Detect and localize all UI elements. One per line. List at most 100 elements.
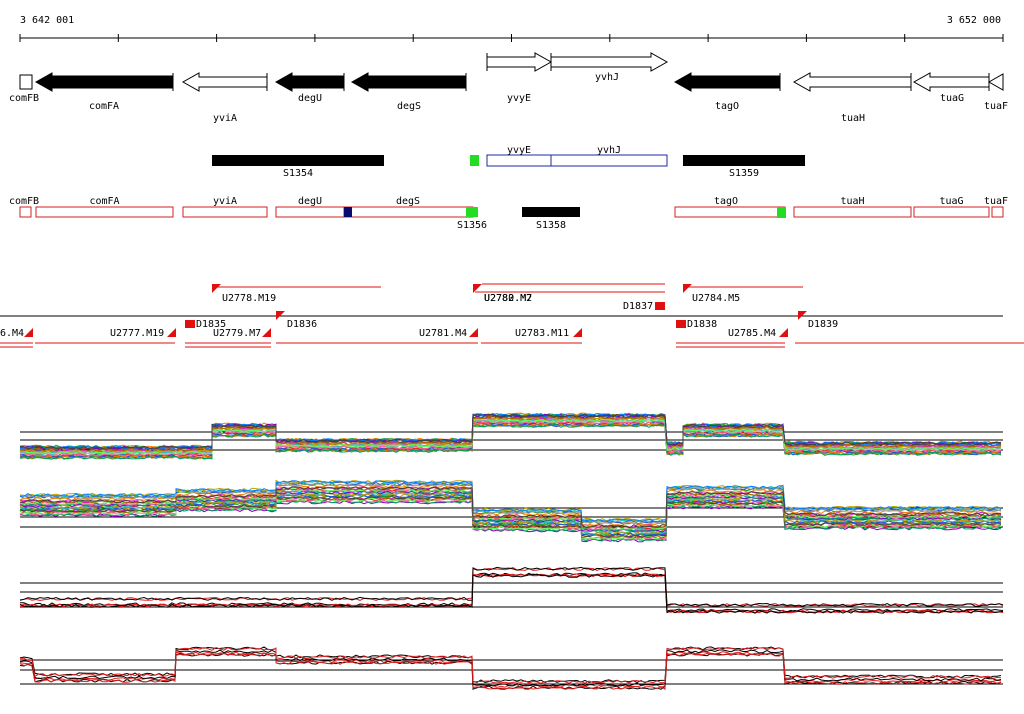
expression-profile-line	[19, 573, 1004, 614]
gene-yvye-arrow	[486, 52, 553, 72]
expression-profile-line	[19, 566, 1004, 607]
segment-track-1: S1354 S1359 yvyE yvhJ	[212, 145, 805, 179]
transcript-end-marker	[212, 284, 221, 293]
transcript-end-marker	[573, 328, 582, 337]
gene-annotation-track: comFB comFA yviA degU degS yvyE yvhJ tagO tuaH tu…	[9, 52, 1008, 124]
transcript-label: U2781.M4	[419, 328, 467, 339]
gene-degu-arrow	[274, 72, 345, 92]
transcript-end-marker	[683, 284, 692, 293]
red-box-label: degU	[298, 196, 322, 207]
transcript-label: 6.M4	[0, 328, 24, 339]
expression-profile-line	[19, 413, 1002, 450]
transcript-label: U2785.M4	[728, 328, 776, 339]
gene-tuag-arrow	[912, 72, 990, 92]
red-box-comfa	[35, 206, 174, 218]
gene-label: degU	[298, 93, 322, 104]
red-box-label: comFB	[9, 196, 39, 207]
segment-label: S1354	[283, 168, 313, 179]
red-box-degu	[275, 206, 345, 218]
expression-profile-line	[19, 651, 1002, 689]
segment-s1356	[466, 207, 478, 217]
red-box-label: tagO	[714, 196, 738, 207]
gene-comfb-shape	[19, 74, 33, 90]
expression-profile-line	[19, 652, 1002, 691]
red-box-comfb	[19, 206, 32, 218]
navy-marker	[344, 207, 352, 217]
gene-label: tuaG	[940, 93, 964, 104]
expression-profile-line	[19, 482, 1002, 525]
coordinate-ruler: 3 642 001 3 652 000	[19, 15, 1004, 42]
ruler-start-label: 3 642 001	[20, 15, 74, 26]
green-marker	[777, 207, 786, 218]
expression-profile-line	[19, 418, 1002, 455]
transcript-label: D1838	[687, 319, 717, 330]
gene-tuah-arrow	[792, 72, 912, 92]
transcript-end-marker	[473, 284, 482, 293]
gene-label: tuaH	[841, 113, 865, 124]
expression-profile-panels	[19, 412, 1004, 691]
expression-profile-line	[19, 646, 1002, 684]
expression-profile-line	[19, 495, 1002, 538]
gene-label: yvhJ	[595, 72, 619, 83]
expression-profile-line	[19, 420, 1002, 457]
expression-profile-line	[19, 484, 1002, 527]
expression-profile-line	[19, 423, 1002, 460]
transcript-end-marker	[779, 328, 788, 337]
red-box-tuah	[793, 206, 912, 218]
red-box-label: tuaF	[984, 196, 1008, 207]
expression-profile-line	[20, 415, 1002, 452]
transcript-label: U2783.M11	[515, 328, 569, 339]
segment-s1354	[212, 155, 384, 166]
expression-profile-line	[19, 573, 1004, 614]
transcript-label: U2784.M5	[692, 293, 740, 304]
ruler-end-label: 3 652 000	[947, 15, 1001, 26]
gene-comfa-arrow	[34, 72, 174, 92]
red-box-degs	[343, 206, 474, 218]
gene-label: tuaF	[984, 101, 1008, 112]
red-box-tuaf	[991, 206, 1004, 218]
deletion-marker	[655, 302, 665, 310]
gene-yvia-arrow	[181, 72, 268, 92]
deletion-marker	[676, 320, 686, 328]
expression-panel-3	[19, 566, 1004, 614]
expression-profile-line	[19, 486, 1002, 529]
gene-label: yvyE	[507, 93, 531, 104]
transcript-end-marker	[469, 328, 478, 337]
blue-box-yvhj	[550, 154, 668, 167]
transcript-label: U2779.M7	[213, 328, 261, 339]
gene-label: tagO	[715, 101, 739, 112]
expression-profile-line	[19, 492, 1002, 534]
expression-profile-line	[19, 480, 1002, 523]
blue-box-label: yvyE	[507, 145, 531, 156]
transcript-label: D1835	[196, 319, 226, 330]
expression-panel-4	[19, 646, 1003, 691]
expression-profile-line	[19, 566, 1004, 607]
gene-label: degS	[397, 101, 421, 112]
transcript-label: D1837	[623, 301, 653, 312]
transcript-label: D1839	[808, 319, 838, 330]
segment-label: S1359	[729, 168, 759, 179]
expression-panel-1	[19, 412, 1003, 460]
gene-label: yviA	[213, 113, 237, 124]
red-box-label: tuaG	[939, 196, 963, 207]
blue-box-yvye	[486, 154, 552, 167]
red-box-label: comFA	[89, 196, 119, 207]
gene-label: comFA	[89, 101, 119, 112]
segment-label: S1358	[536, 220, 566, 231]
blue-box-label: yvhJ	[597, 145, 621, 156]
transcript-end-marker	[798, 311, 807, 320]
expression-profile-line	[19, 649, 1002, 687]
transcript-label: U2777.M19	[110, 328, 164, 339]
gene-label: comFB	[9, 93, 39, 104]
ruler-ticks	[19, 34, 1004, 42]
gene-tuaf-shape	[987, 73, 1004, 91]
green-marker	[470, 155, 479, 166]
deletion-marker	[185, 320, 195, 328]
transcript-label: U2782.M7	[484, 293, 532, 304]
red-box-tuag	[913, 206, 990, 218]
segment-label: S1356	[457, 220, 487, 231]
transcript-label: U2778.M19	[222, 293, 276, 304]
red-box-label: tuaH	[840, 196, 864, 207]
transcript-end-marker	[262, 328, 271, 337]
